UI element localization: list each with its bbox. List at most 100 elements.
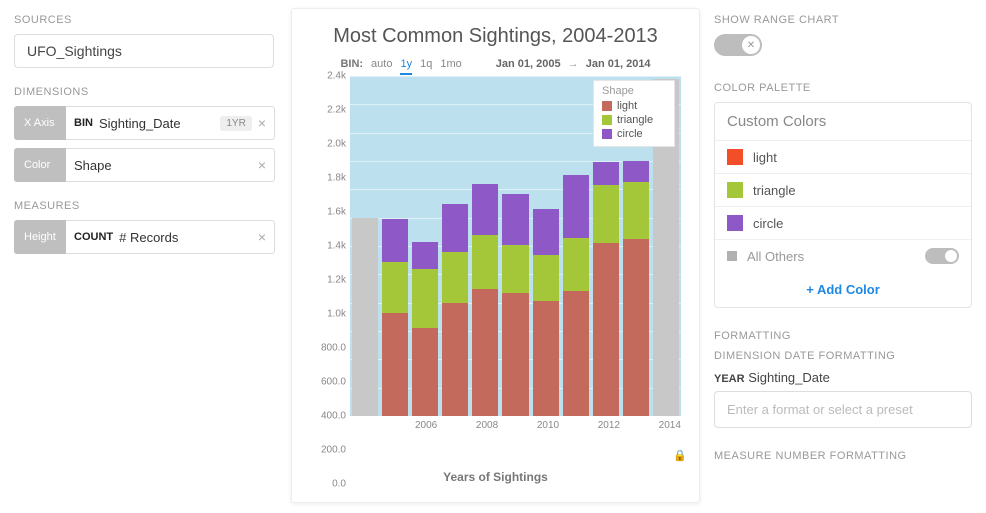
color-row-circle[interactable]: circle [715, 207, 971, 240]
segment-triangle [593, 185, 619, 243]
legend-item-light[interactable]: light [602, 100, 666, 112]
field-height: Height COUNT # Records × [14, 220, 275, 254]
add-color-button[interactable]: + Add Color [715, 272, 971, 307]
swatch-triangle[interactable] [727, 182, 743, 198]
legend-item-circle[interactable]: circle [602, 128, 666, 140]
color-value: Shape [74, 158, 258, 173]
segment-light [472, 289, 498, 417]
y-tick: 1.8k [327, 173, 346, 184]
segment-circle [472, 184, 498, 235]
color-label: light [753, 150, 777, 165]
xaxis-value: Sighting_Date [99, 116, 220, 131]
y-tick: 1.6k [327, 206, 346, 217]
fmt-prefix: YEAR [714, 373, 745, 385]
bar-2010[interactable] [531, 209, 561, 416]
bar-2009[interactable] [500, 194, 530, 416]
legend-item-triangle[interactable]: triangle [602, 114, 666, 126]
bin-option-1y[interactable]: 1y [400, 58, 412, 75]
segment-circle [533, 209, 559, 254]
x-tick: 2012 [598, 420, 620, 431]
segment-circle [502, 194, 528, 245]
row-all-others: All Others [715, 240, 971, 272]
plot-area[interactable]: Shape lighttrianglecircle [350, 76, 681, 416]
label-measures: MEASURES [14, 200, 275, 212]
label-formatting: FORMATTING [714, 330, 972, 342]
label-range-chart: SHOW RANGE CHART [714, 14, 972, 26]
field-xaxis: X Axis BIN Sighting_Date 1YR × [14, 106, 275, 140]
bar-2004[interactable] [350, 218, 380, 416]
close-icon[interactable]: × [258, 157, 266, 173]
xaxis-badge[interactable]: 1YR [220, 116, 251, 131]
swatch-others[interactable] [727, 251, 737, 261]
segment-triangle [472, 235, 498, 289]
panel-sources-dimensions: SOURCES UFO_Sightings DIMENSIONS X Axis … [0, 0, 285, 513]
y-tick: 2.2k [327, 104, 346, 115]
bar-2011[interactable] [561, 175, 591, 416]
bar-2012[interactable] [591, 162, 621, 416]
label-dimensions: DIMENSIONS [14, 86, 275, 98]
segment-triangle [442, 252, 468, 303]
swatch-light[interactable] [727, 149, 743, 165]
segment-triangle [563, 238, 589, 292]
tag-color[interactable]: Color [14, 148, 66, 182]
color-row-light[interactable]: light [715, 141, 971, 174]
x-axis: 20062008201020122014 🔒 [350, 416, 685, 446]
bin-option-1mo[interactable]: 1mo [440, 58, 461, 73]
segment-triangle [623, 182, 649, 239]
toggle-range-chart[interactable]: ✕ [714, 34, 762, 56]
close-icon[interactable]: × [258, 115, 266, 131]
date-to: Jan 01, 2014 [586, 58, 651, 70]
lock-icon[interactable]: 🔒 [673, 449, 687, 462]
fmt-field: Sighting_Date [748, 370, 830, 385]
color-box[interactable]: Shape × [66, 148, 275, 182]
palette-title: Custom Colors [715, 103, 971, 141]
height-box[interactable]: COUNT # Records × [66, 220, 275, 254]
x-tick: 2008 [476, 420, 498, 431]
segment-light [623, 239, 649, 416]
segment-circle [382, 219, 408, 262]
toggle-knob: ✕ [742, 36, 760, 54]
bar-2013[interactable] [621, 161, 651, 416]
bar-2007[interactable] [440, 204, 470, 416]
bar-2005[interactable] [380, 219, 410, 416]
color-row-triangle[interactable]: triangle [715, 174, 971, 207]
y-tick: 800.0 [321, 342, 346, 353]
height-value: # Records [119, 230, 258, 245]
chart-title: Most Common Sightings, 2004-2013 [306, 25, 685, 48]
bar-2008[interactable] [470, 184, 500, 416]
segment-triangle [382, 262, 408, 313]
color-label: triangle [753, 183, 796, 198]
segment-triangle [412, 269, 438, 329]
label-dim-date-fmt: DIMENSION DATE FORMATTING [714, 350, 972, 362]
label-color-palette: COLOR PALETTE [714, 82, 972, 94]
source-pill[interactable]: UFO_Sightings [14, 34, 274, 68]
segment-light [533, 301, 559, 416]
tag-height[interactable]: Height [14, 220, 66, 254]
bin-option-auto[interactable]: auto [371, 58, 392, 73]
x-tick: 2006 [415, 420, 437, 431]
chart-card: Most Common Sightings, 2004-2013 BIN: au… [291, 8, 700, 503]
date-range[interactable]: Jan 01, 2005 → Jan 01, 2014 [496, 58, 651, 70]
segment-circle [442, 204, 468, 252]
toggle-all-others[interactable] [925, 248, 959, 264]
close-icon[interactable]: × [258, 229, 266, 245]
segment-circle [563, 175, 589, 237]
bar-2006[interactable] [410, 242, 440, 416]
label-measure-fmt: MEASURE NUMBER FORMATTING [714, 450, 972, 462]
x-axis-label: Years of Sightings [306, 470, 685, 484]
chart-legend[interactable]: Shape lighttrianglecircle [593, 80, 675, 147]
swatch-circle[interactable] [727, 215, 743, 231]
y-tick: 0.0 [332, 479, 346, 490]
y-tick: 2.4k [327, 71, 346, 82]
y-tick: 2.0k [327, 138, 346, 149]
height-prefix: COUNT [74, 231, 113, 243]
format-input[interactable] [714, 391, 972, 428]
segment-light [382, 313, 408, 416]
segment-circle [412, 242, 438, 269]
bin-option-1q[interactable]: 1q [420, 58, 432, 73]
date-from: Jan 01, 2005 [496, 58, 561, 70]
xaxis-prefix: BIN [74, 117, 93, 129]
xaxis-box[interactable]: BIN Sighting_Date 1YR × [66, 106, 275, 140]
tag-xaxis[interactable]: X Axis [14, 106, 66, 140]
segment-light [502, 293, 528, 416]
